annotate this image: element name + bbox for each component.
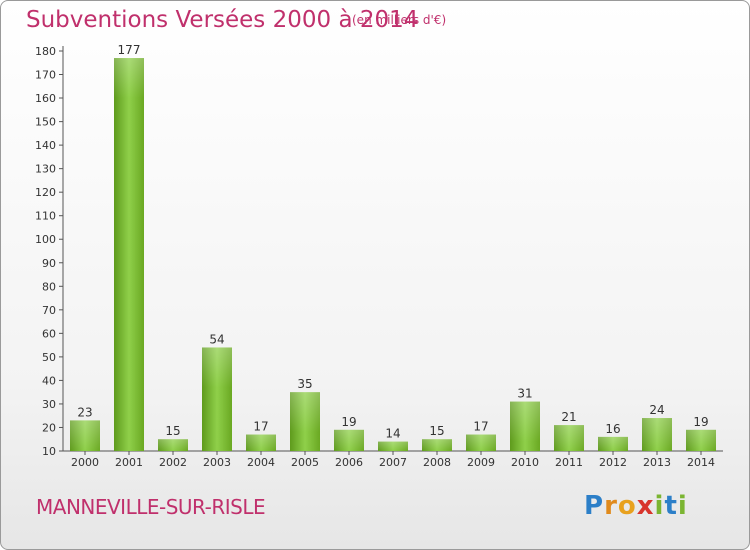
logo-letter: r <box>604 491 618 521</box>
bars <box>70 58 716 451</box>
data-labels: 23 177 15 54 17 35 19 14 15 17 31 21 16 24 19 <box>77 43 708 441</box>
data-label: 24 <box>649 403 664 417</box>
logo-letter: x <box>636 491 655 521</box>
bar <box>114 58 144 451</box>
bar-highlight <box>642 418 672 451</box>
x-tick-label: 2010 <box>511 456 539 469</box>
logo-letter: i <box>677 491 688 521</box>
x-tick-label: 2013 <box>643 456 671 469</box>
bar-highlight <box>290 392 320 433</box>
data-label: 15 <box>429 424 444 438</box>
bar-highlight <box>202 347 232 388</box>
x-tick-label: 2007 <box>379 456 407 469</box>
bar-highlight <box>246 434 276 451</box>
commune-name: MANNEVILLE-SUR-RISLE <box>36 495 266 519</box>
bar-highlight <box>378 441 408 451</box>
chart-subtitle: (en milliers d'€) <box>352 13 447 27</box>
x-tick-label: 2002 <box>159 456 187 469</box>
data-label: 54 <box>209 332 224 346</box>
x-axis: 2000 2001 2002 2003 2004 2005 2006 2007 2008 2009… <box>63 450 723 469</box>
proxiti-logo: Proxiti <box>584 491 688 521</box>
x-tick-label: 2009 <box>467 456 495 469</box>
x-tick-label: 2014 <box>687 456 715 469</box>
x-tick-label: 2005 <box>291 456 319 469</box>
y-tick-label: 120 <box>35 186 56 199</box>
logo-letter: P <box>584 491 605 521</box>
data-label: 16 <box>605 422 620 436</box>
y-axis: 10 20 30 40 50 60 70 80 90 100 110 120 130 140 150 160 1… <box>35 45 64 458</box>
bar-highlight <box>686 429 716 451</box>
y-tick-label: 40 <box>42 374 56 387</box>
bar-highlight <box>114 58 144 99</box>
y-tick-label: 90 <box>42 257 56 270</box>
y-tick-label: 60 <box>42 327 56 340</box>
y-tick-label: 150 <box>35 116 56 129</box>
bar-highlight <box>466 434 496 451</box>
data-label: 177 <box>118 43 141 57</box>
logo-letter: o <box>617 491 637 521</box>
y-tick-label: 10 <box>42 445 56 458</box>
data-label: 17 <box>473 420 488 434</box>
x-tick-label: 2003 <box>203 456 231 469</box>
y-tick-label: 80 <box>42 280 56 293</box>
logo-letter: i <box>654 491 665 521</box>
data-label: 31 <box>517 387 532 401</box>
y-tick-label: 30 <box>42 398 56 411</box>
x-tick-label: 2006 <box>335 456 363 469</box>
bar-highlight <box>158 439 188 451</box>
y-tick-label: 50 <box>42 351 56 364</box>
y-tick-label: 20 <box>42 421 56 434</box>
x-tick-label: 2001 <box>115 456 143 469</box>
chart-title: Subventions Versées 2000 à 2014 <box>26 7 419 33</box>
bar-highlight <box>598 436 628 451</box>
y-tick-label: 160 <box>35 92 56 105</box>
y-tick-label: 140 <box>35 139 56 152</box>
data-label: 21 <box>561 410 576 424</box>
y-tick-label: 130 <box>35 163 56 176</box>
bar-highlight <box>334 429 364 451</box>
bar-highlight <box>422 439 452 451</box>
bar-highlight <box>510 401 540 442</box>
x-tick-label: 2004 <box>247 456 275 469</box>
y-tick-label: 100 <box>35 233 56 246</box>
data-label: 14 <box>385 427 400 441</box>
x-tick-label: 2000 <box>71 456 99 469</box>
bar-highlight <box>554 425 584 451</box>
y-tick-label: 110 <box>35 210 56 223</box>
x-tick-label: 2012 <box>599 456 627 469</box>
x-tick-label: 2011 <box>555 456 583 469</box>
y-tick-label: 170 <box>35 69 56 82</box>
data-label: 35 <box>297 377 312 391</box>
data-label: 19 <box>341 415 356 429</box>
y-tick-label: 70 <box>42 304 56 317</box>
data-label: 17 <box>253 420 268 434</box>
data-label: 15 <box>165 424 180 438</box>
data-label: 23 <box>77 405 92 419</box>
y-tick-label: 180 <box>35 45 56 58</box>
bar-highlight <box>70 420 100 451</box>
x-tick-label: 2008 <box>423 456 451 469</box>
data-label: 19 <box>693 415 708 429</box>
logo-letter: t <box>664 491 678 521</box>
